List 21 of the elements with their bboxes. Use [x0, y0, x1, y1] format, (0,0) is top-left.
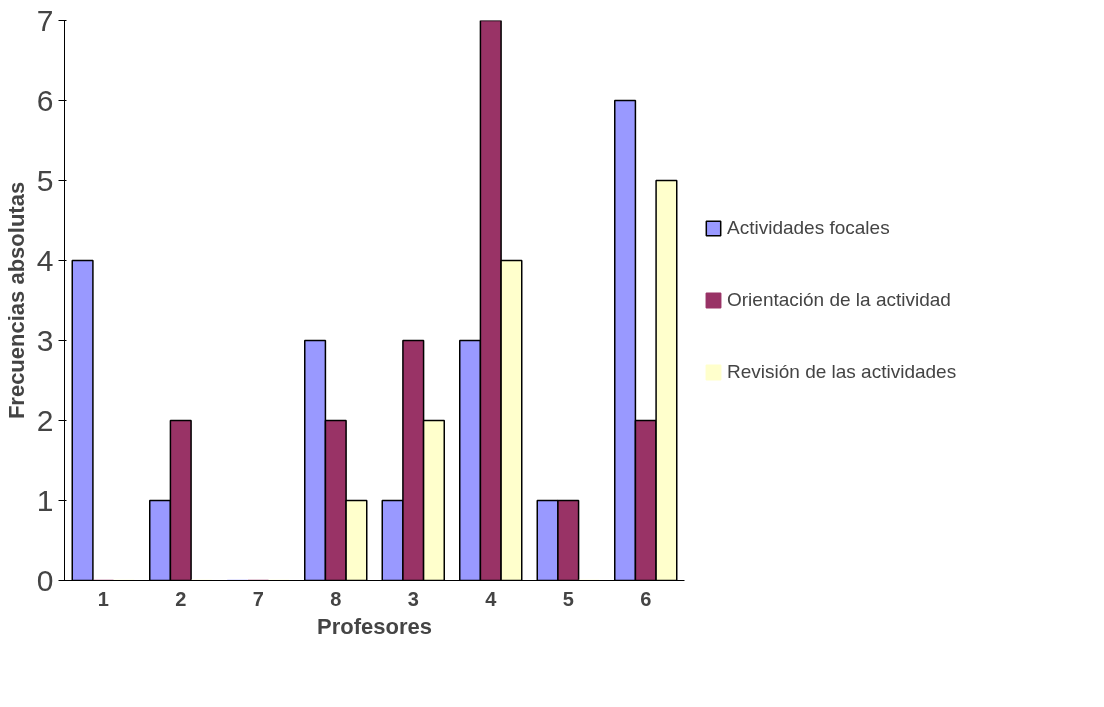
legend-label: Revisión de las actividades	[727, 361, 957, 383]
y-tick-label: 2	[36, 403, 54, 437]
x-axis-title: Profesores	[317, 613, 432, 639]
x-tick-label: 7	[252, 587, 264, 610]
x-tick-label: 6	[640, 587, 652, 610]
y-tick-label: 6	[36, 83, 54, 117]
y-tick-label: 4	[36, 243, 54, 277]
legend-label: Orientación de la actividad	[727, 289, 951, 311]
y-tick-label: 3	[36, 323, 54, 357]
y-tick-label: 1	[36, 483, 54, 517]
legend-label: Actividades focales	[727, 217, 890, 239]
y-tick-label: 0	[36, 563, 54, 597]
y-tick-label: 7	[36, 3, 54, 37]
x-tick-label: 3	[407, 587, 419, 610]
y-axis-title: Frecuencias absolutas	[3, 181, 29, 420]
x-tick-label: 1	[97, 587, 109, 610]
y-tick-label: 5	[36, 163, 54, 197]
x-tick-label: 8	[330, 587, 342, 610]
x-tick-label: 5	[562, 587, 574, 610]
x-tick-label: 2	[175, 587, 187, 610]
x-tick-label: 4	[485, 587, 498, 610]
